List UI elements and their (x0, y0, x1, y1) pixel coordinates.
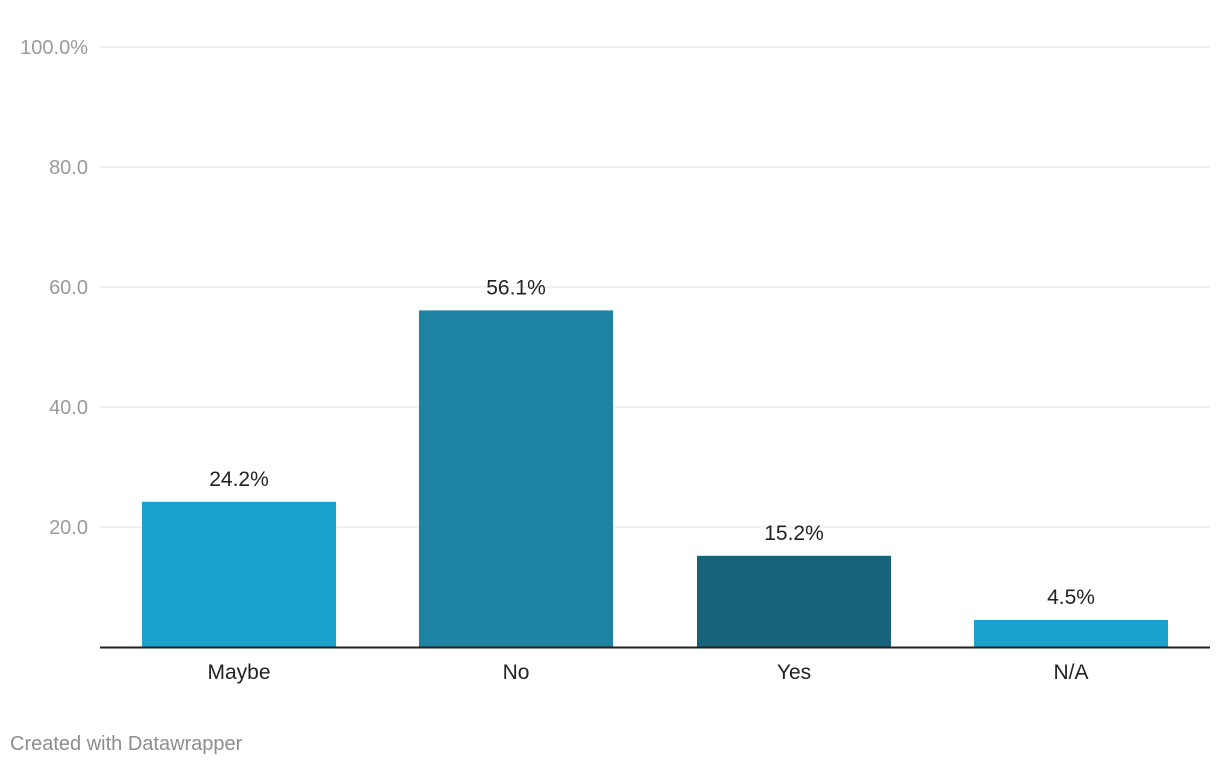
y-axis-ticks: 20.0 40.0 60.0 80.0 100.0% (20, 37, 88, 539)
x-tick-label: No (503, 661, 530, 684)
value-label: 56.1% (486, 276, 546, 299)
gridlines (100, 46, 1210, 528)
bar (974, 620, 1168, 647)
footer-credit[interactable]: Created with Datawrapper (10, 733, 243, 755)
y-tick-label: 60.0 (49, 277, 88, 299)
bar (697, 555, 891, 647)
y-tick-label: 20.0 (49, 517, 88, 539)
x-tick-label: Yes (777, 661, 811, 684)
x-axis-ticks: Maybe No Yes N/A (207, 661, 1088, 684)
y-tick-label: 100.0% (20, 37, 88, 59)
value-label: 24.2% (209, 468, 269, 491)
y-tick-label: 40.0 (49, 397, 88, 419)
value-label: 4.5% (1047, 586, 1095, 609)
y-tick-label: 80.0 (49, 157, 88, 179)
value-labels: 24.2% 56.1% 15.2% 4.5% (209, 276, 1095, 609)
bars (142, 310, 1168, 647)
value-label: 15.2% (764, 522, 824, 545)
bar (142, 501, 336, 647)
x-tick-label: N/A (1053, 661, 1088, 684)
x-tick-label: Maybe (207, 661, 270, 684)
bar (419, 310, 613, 647)
